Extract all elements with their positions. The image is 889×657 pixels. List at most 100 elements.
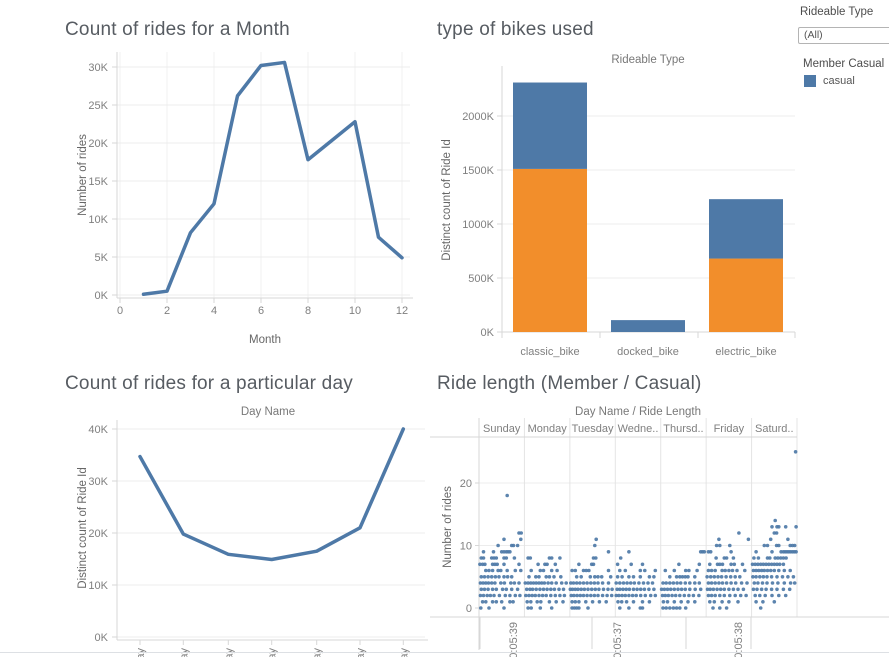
scatter-point[interactable]: [643, 568, 647, 573]
scatter-point[interactable]: [728, 593, 732, 598]
scatter-point[interactable]: [753, 593, 757, 598]
scatter-point[interactable]: [571, 581, 576, 585]
scatter-point[interactable]: [735, 568, 739, 573]
scatter-point[interactable]: [629, 562, 633, 567]
scatter-point[interactable]: [604, 600, 608, 604]
scatter-point[interactable]: [751, 587, 756, 592]
scatter-point[interactable]: [754, 568, 758, 573]
scatter-point[interactable]: [631, 600, 636, 604]
scatter-point[interactable]: [481, 581, 485, 585]
scatter-point[interactable]: [588, 575, 593, 579]
scatter-point[interactable]: [724, 575, 728, 579]
scatter-point[interactable]: [494, 600, 499, 604]
scatter-point[interactable]: [722, 587, 727, 592]
scatter-point[interactable]: [781, 556, 786, 560]
scatter-point[interactable]: [693, 600, 697, 604]
scatter-point[interactable]: [625, 581, 629, 585]
bar-segment-classic_bike-member[interactable]: [513, 168, 587, 332]
scatter-point[interactable]: [791, 575, 796, 579]
scatter-point[interactable]: [648, 593, 653, 598]
scatter-point[interactable]: [499, 581, 503, 585]
scatter-point[interactable]: [693, 575, 697, 579]
scatter-point[interactable]: [750, 562, 755, 567]
scatter-point[interactable]: [732, 562, 737, 567]
scatter-point[interactable]: [549, 593, 553, 598]
scatter-point[interactable]: [668, 587, 673, 592]
scatter-point[interactable]: [575, 593, 579, 598]
scatter-point[interactable]: [727, 600, 731, 604]
scatter-point[interactable]: [616, 600, 620, 604]
scatter-point[interactable]: [486, 581, 491, 585]
scatter-point[interactable]: [777, 593, 781, 598]
scatter-point[interactable]: [627, 575, 631, 579]
scatter-point[interactable]: [618, 556, 623, 560]
scatter-point[interactable]: [531, 581, 536, 585]
scatter-point[interactable]: [539, 600, 543, 604]
scatter-point[interactable]: [541, 587, 546, 592]
scatter-point[interactable]: [683, 581, 688, 585]
scatter-point[interactable]: [765, 575, 769, 579]
scatter-point[interactable]: [717, 581, 721, 585]
scatter-point[interactable]: [661, 581, 665, 585]
scatter-point[interactable]: [505, 575, 510, 579]
scatter-point[interactable]: [576, 587, 580, 592]
scatter-point[interactable]: [737, 531, 741, 535]
scatter-point[interactable]: [593, 543, 597, 548]
scatter-point[interactable]: [623, 593, 628, 598]
scatter-point[interactable]: [586, 606, 590, 610]
scatter-point[interactable]: [478, 562, 482, 567]
scatter-point[interactable]: [547, 600, 552, 604]
scatter-point[interactable]: [605, 593, 609, 598]
scatter-point[interactable]: [758, 593, 762, 598]
scatter-point[interactable]: [530, 593, 534, 598]
scatter-point[interactable]: [772, 568, 777, 573]
scatter-point[interactable]: [777, 543, 781, 548]
scatter-point[interactable]: [745, 581, 749, 585]
scatter-point[interactable]: [728, 543, 732, 548]
scatter-point[interactable]: [759, 568, 764, 573]
scatter-point[interactable]: [502, 562, 506, 567]
scatter-point[interactable]: [708, 587, 712, 592]
scatter-point[interactable]: [717, 537, 721, 542]
scatter-point[interactable]: [553, 562, 558, 567]
scatter-point[interactable]: [706, 593, 711, 598]
scatter-point[interactable]: [479, 575, 484, 579]
scatter-point[interactable]: [724, 581, 729, 585]
scatter-point[interactable]: [584, 568, 588, 573]
scatter-point[interactable]: [688, 581, 692, 585]
scatter-point[interactable]: [589, 587, 594, 592]
scatter-point[interactable]: [683, 587, 688, 592]
scatter-point[interactable]: [559, 581, 564, 585]
scatter-point[interactable]: [493, 575, 498, 579]
scatter-point[interactable]: [495, 562, 499, 567]
scatter-point[interactable]: [606, 568, 611, 573]
scatter-point[interactable]: [769, 587, 774, 592]
scatter-point[interactable]: [683, 606, 688, 610]
scatter-point[interactable]: [775, 562, 779, 567]
scatter-point[interactable]: [557, 587, 561, 592]
scatter-point[interactable]: [589, 581, 593, 585]
scatter-point[interactable]: [593, 587, 598, 592]
scatter-point[interactable]: [530, 587, 535, 592]
scatter-point[interactable]: [782, 581, 787, 585]
scatter-point[interactable]: [489, 581, 494, 585]
scatter-point[interactable]: [638, 575, 643, 579]
scatter-point[interactable]: [490, 568, 495, 573]
scatter-point[interactable]: [515, 587, 520, 592]
scatter-point[interactable]: [757, 568, 761, 573]
scatter-point[interactable]: [687, 593, 691, 598]
scatter-point[interactable]: [621, 587, 625, 592]
scatter-point[interactable]: [770, 581, 775, 585]
scatter-point[interactable]: [499, 568, 503, 573]
scatter-point[interactable]: [687, 568, 691, 573]
scatter-point[interactable]: [631, 575, 636, 579]
scatter-point[interactable]: [487, 568, 491, 573]
scatter-point[interactable]: [508, 593, 512, 598]
scatter-point[interactable]: [493, 581, 497, 585]
scatter-point[interactable]: [481, 550, 486, 554]
scatter-point[interactable]: [618, 587, 622, 592]
scatter-point[interactable]: [720, 581, 725, 585]
scatter-point[interactable]: [664, 581, 668, 585]
scatter-point[interactable]: [652, 575, 656, 579]
scatter-point[interactable]: [720, 568, 724, 573]
